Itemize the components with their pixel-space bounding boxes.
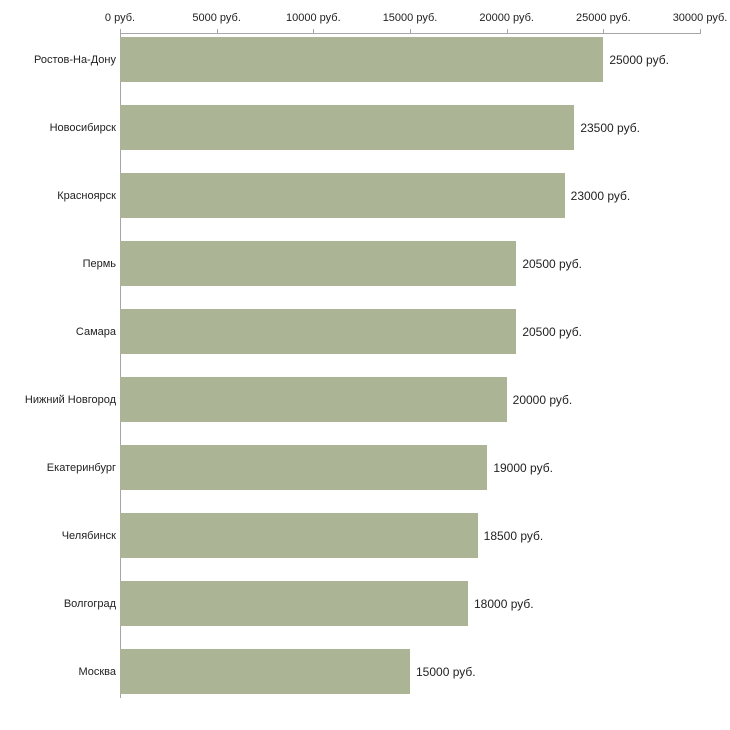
value-label: 20500 руб.: [522, 256, 582, 271]
value-label: 23000 руб.: [570, 188, 631, 203]
bar-5: [120, 309, 517, 354]
bar-10: [120, 649, 410, 694]
category-label: Москва: [78, 665, 116, 678]
category-label: Красноярск: [57, 189, 116, 202]
bar-2: [120, 105, 575, 150]
value-label: 20500 руб.: [522, 324, 582, 339]
x-axis-tick: [410, 29, 411, 34]
value-label: 23500 руб.: [580, 120, 640, 135]
category-label: Екатеринбург: [46, 461, 116, 474]
x-axis-tick: [700, 29, 701, 34]
x-axis-tick: [216, 29, 218, 34]
value-label: 20000 руб.: [512, 392, 573, 407]
bar-3: [120, 173, 565, 218]
y-axis-line: [120, 33, 121, 698]
bar-1: [120, 37, 604, 82]
value-label: 15000 руб.: [416, 664, 476, 679]
category-label: Пермь: [82, 257, 116, 270]
bar-4: [120, 241, 517, 286]
x-axis-tick: [506, 29, 508, 34]
x-axis-tick-label: 5000 руб.: [192, 12, 241, 24]
x-axis-tick-label: 20000 руб.: [479, 12, 534, 24]
category-label: Нижний Новгород: [24, 393, 116, 406]
category-label: Самара: [75, 325, 116, 338]
category-label: Волгоград: [63, 597, 116, 610]
x-axis-tick-label: 15000 руб.: [382, 12, 438, 24]
value-label: 18000 руб.: [474, 596, 534, 611]
x-axis-tick-label: 25000 руб.: [576, 12, 631, 24]
bar-8: [120, 513, 478, 558]
category-label: Челябинск: [61, 529, 116, 542]
bar-7: [120, 445, 488, 490]
bar-6: [120, 377, 507, 422]
bar-9: [120, 581, 468, 626]
x-axis-tick-label: 10000 руб.: [286, 12, 341, 24]
value-label: 19000 руб.: [493, 460, 553, 475]
value-label: 18500 руб.: [483, 528, 544, 543]
x-axis-tick-label: 30000 руб.: [672, 12, 728, 24]
x-axis-tick: [120, 29, 121, 34]
category-label: Новосибирск: [49, 121, 116, 134]
x-axis-tick: [603, 29, 605, 34]
value-label: 25000 руб.: [609, 52, 669, 67]
x-axis-tick-label: 0 руб.: [104, 12, 136, 24]
x-axis-tick: [313, 29, 315, 34]
category-label: Ростов-На-Дону: [33, 53, 116, 66]
